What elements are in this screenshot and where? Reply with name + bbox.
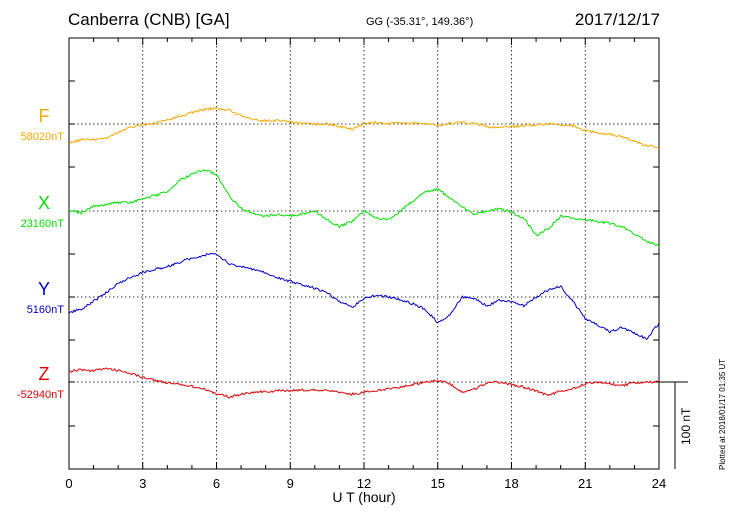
series-baseline-f: 58020nT (21, 131, 65, 143)
series-name-x: X (38, 193, 50, 213)
series-line-f (68, 106, 660, 149)
series-lines (68, 106, 660, 399)
x-tick-label: 6 (213, 476, 220, 491)
x-tick-label: 18 (504, 476, 518, 491)
axis-ticks (68, 37, 660, 470)
series-name-f: F (39, 106, 50, 126)
series-baseline-z: -52940nT (17, 389, 64, 401)
series-name-z: Z (39, 364, 50, 384)
series-line-z (68, 367, 660, 399)
series-line-y (68, 252, 660, 340)
series-labels: F 58020nT X 23160nT Y 5160nT Z -52940nT (17, 106, 64, 401)
station-title: Canberra (CNB) [GA] (68, 10, 230, 29)
x-tick-label: 24 (652, 476, 666, 491)
series-baseline-y: 5160nT (27, 304, 65, 316)
x-tick-label: 3 (139, 476, 146, 491)
vertical-gridlines (142, 38, 586, 469)
x-tick-label: 0 (65, 476, 72, 491)
x-tick-label: 15 (431, 476, 445, 491)
x-tick-label: 9 (287, 476, 294, 491)
date-label: 2017/12/17 (574, 10, 660, 29)
scale-bar-label: 100 nT (679, 407, 693, 445)
scale-bar (659, 381, 688, 469)
plotted-timestamp: Plotted at 2018/01/17 01:35 UT (718, 358, 727, 470)
x-tick-label: 12 (357, 476, 371, 491)
x-tick-labels: 0 3 6 9 12 15 18 21 24 (65, 476, 666, 491)
series-baseline-x: 23160nT (21, 218, 65, 230)
series-line-x (68, 169, 660, 248)
x-axis-label: U T (hour) (332, 489, 395, 505)
series-name-y: Y (38, 279, 50, 299)
coordinates-label: GG (-35.31°, 149.36°) (366, 16, 474, 28)
x-tick-label: 21 (578, 476, 592, 491)
